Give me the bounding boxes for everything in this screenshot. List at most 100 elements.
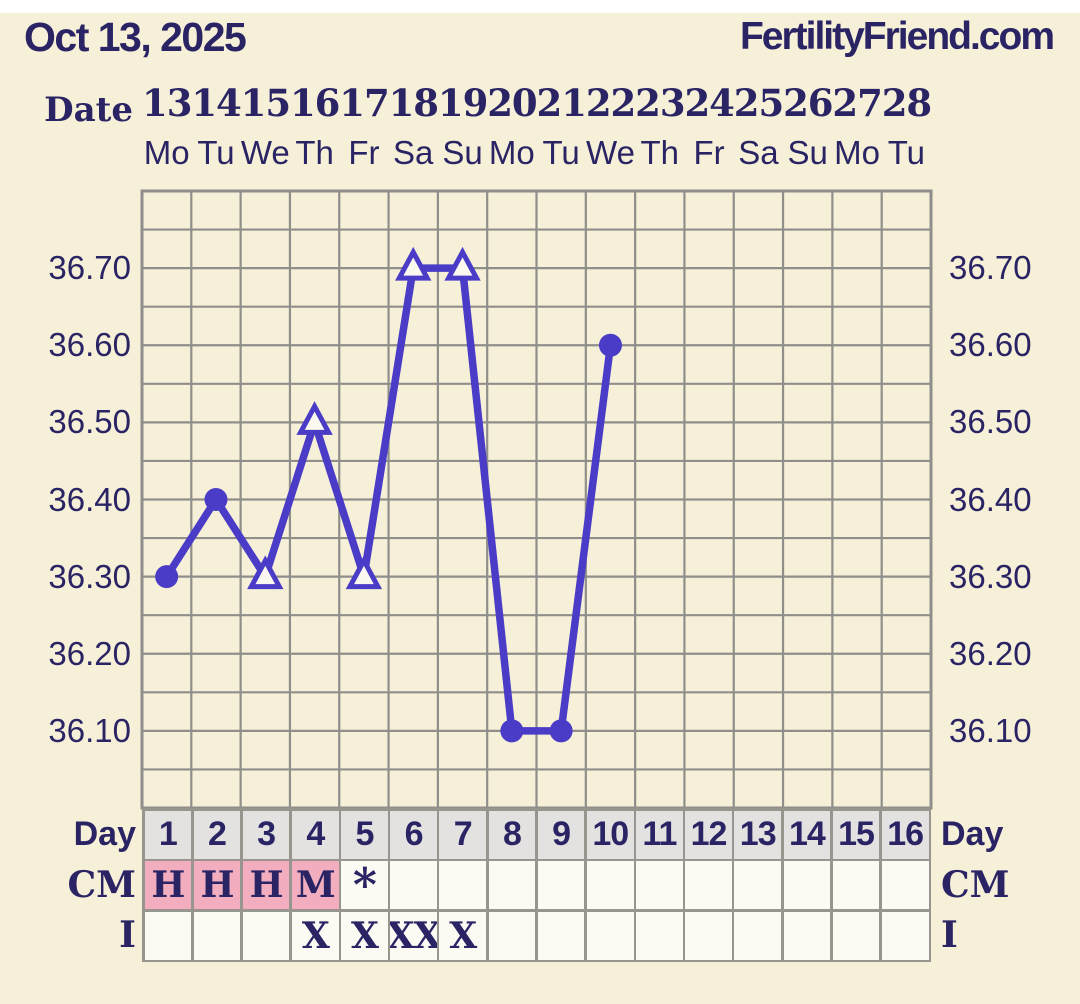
weekday-label: Tu <box>887 134 925 171</box>
cycle-day-cell: 16 <box>881 810 929 859</box>
date-number: 27 <box>832 81 883 125</box>
weekday-label: Fr <box>348 134 380 171</box>
y-tick-label-left: 36.20 <box>48 634 131 672</box>
date-number: 19 <box>437 81 489 125</box>
date-number: 15 <box>240 81 292 125</box>
i-row-label-right: I <box>941 914 958 956</box>
temp-point-triangle <box>395 246 432 281</box>
temp-point-triangle <box>345 555 383 590</box>
date-number: 20 <box>487 81 538 125</box>
weekday-label: Fr <box>693 134 725 171</box>
y-tick-label-left: 36.40 <box>48 480 131 518</box>
cycle-day-cell: 12 <box>685 810 732 859</box>
weekday-label: Tu <box>197 134 235 171</box>
intercourse-cell <box>783 911 831 960</box>
cm-cell <box>881 861 929 909</box>
date-number: 28 <box>881 81 933 125</box>
cycle-day-cell: 1 <box>144 810 192 859</box>
day-row-label-right: Day <box>941 815 1004 853</box>
intercourse-cell <box>193 911 241 960</box>
cm-cell <box>390 861 437 909</box>
cm-cell <box>685 861 732 909</box>
y-tick-label-left: 36.50 <box>48 403 131 441</box>
date-number: 13 <box>142 81 193 125</box>
cm-cell: * <box>341 861 388 909</box>
temp-point-circle <box>500 719 524 743</box>
cm-row-label-right: CM <box>941 864 1010 906</box>
cycle-day-cell: 7 <box>439 810 487 859</box>
cycle-day-cell: 5 <box>341 810 388 859</box>
cm-row-label-left: CM <box>67 864 136 906</box>
intercourse-cell: X <box>341 911 388 960</box>
temp-point-circle <box>155 565 179 589</box>
intercourse-cell <box>537 911 585 960</box>
weekday-label: Th <box>640 134 680 171</box>
intercourse-cell <box>881 911 929 960</box>
date-number: 17 <box>339 81 390 125</box>
cycle-day-cell: 4 <box>291 810 339 859</box>
date-number: 22 <box>585 81 637 125</box>
day-row-label-left: Day <box>73 815 136 853</box>
weekday-label: We <box>586 134 635 171</box>
y-tick-label-left: 36.70 <box>48 249 131 287</box>
weekday-label: Mo <box>488 134 535 171</box>
intercourse-cell <box>488 911 536 960</box>
y-tick-label-right: 36.30 <box>949 557 1032 595</box>
cm-cell <box>439 861 487 909</box>
weekday-label: Sa <box>738 134 779 171</box>
date-number: 25 <box>733 81 785 125</box>
bottom-data-grid: 1 2 3 4 5 6 7 8 9 10 11 12 13 14 15 16 H H H M * X X XX X <box>142 808 931 962</box>
date-number: 14 <box>191 81 242 125</box>
y-tick-label-left: 36.10 <box>48 711 131 749</box>
weekday-label: Tu <box>542 134 580 171</box>
y-tick-label-right: 36.50 <box>949 403 1032 441</box>
temp-point-circle <box>549 719 573 743</box>
intercourse-cell <box>734 911 782 960</box>
chart-date-title: Oct 13, 2025 <box>24 14 247 60</box>
weekday-label: Mo <box>143 134 190 171</box>
cm-cell <box>783 861 831 909</box>
y-tick-label-right: 36.10 <box>949 711 1032 749</box>
cycle-day-cell: 3 <box>242 810 290 859</box>
date-number: 26 <box>783 81 834 125</box>
temp-point-circle <box>204 488 228 511</box>
temp-point-circle <box>598 333 622 357</box>
intercourse-cell <box>144 911 192 960</box>
weekday-label: Mo <box>834 134 880 171</box>
cm-cell: M <box>291 861 339 909</box>
cycle-day-cell: 14 <box>783 810 831 859</box>
cycle-day-cell: 11 <box>636 810 683 859</box>
cm-cell <box>537 861 585 909</box>
weekday-label: Su <box>787 134 828 171</box>
cycle-day-cell: 15 <box>832 810 880 859</box>
cm-cell <box>734 861 782 909</box>
cm-cell: H <box>193 861 241 909</box>
weekday-label: Th <box>295 134 334 171</box>
cycle-day-cell: 6 <box>390 810 437 859</box>
cm-cell <box>832 861 880 909</box>
intercourse-cell <box>586 911 634 960</box>
y-tick-label-left: 36.30 <box>48 557 131 595</box>
weekday-label: Sa <box>393 134 434 171</box>
cm-cell <box>488 861 536 909</box>
date-number: 21 <box>536 81 588 125</box>
y-tick-label-right: 36.40 <box>949 480 1032 518</box>
temperature-line <box>162 264 615 735</box>
cm-cell: H <box>242 861 290 909</box>
intercourse-cell <box>636 911 683 960</box>
temp-point-triangle <box>296 401 333 435</box>
temp-point-triangle <box>444 246 481 281</box>
cycle-day-cell: 10 <box>586 810 634 859</box>
brand-logo: FertilityFriend.com <box>739 15 1055 58</box>
cycle-day-cell: 9 <box>537 810 585 859</box>
cm-cell <box>586 861 634 909</box>
date-axis-label: Date <box>44 90 133 130</box>
intercourse-cell <box>832 911 880 960</box>
temp-point-triangle <box>247 555 284 590</box>
y-tick-label-right: 36.20 <box>949 634 1032 672</box>
cycle-day-cell: 13 <box>734 810 782 859</box>
date-number: 24 <box>684 81 735 125</box>
weekday-label: We <box>240 134 290 171</box>
intercourse-cell <box>242 911 290 960</box>
intercourse-cell <box>685 911 732 960</box>
